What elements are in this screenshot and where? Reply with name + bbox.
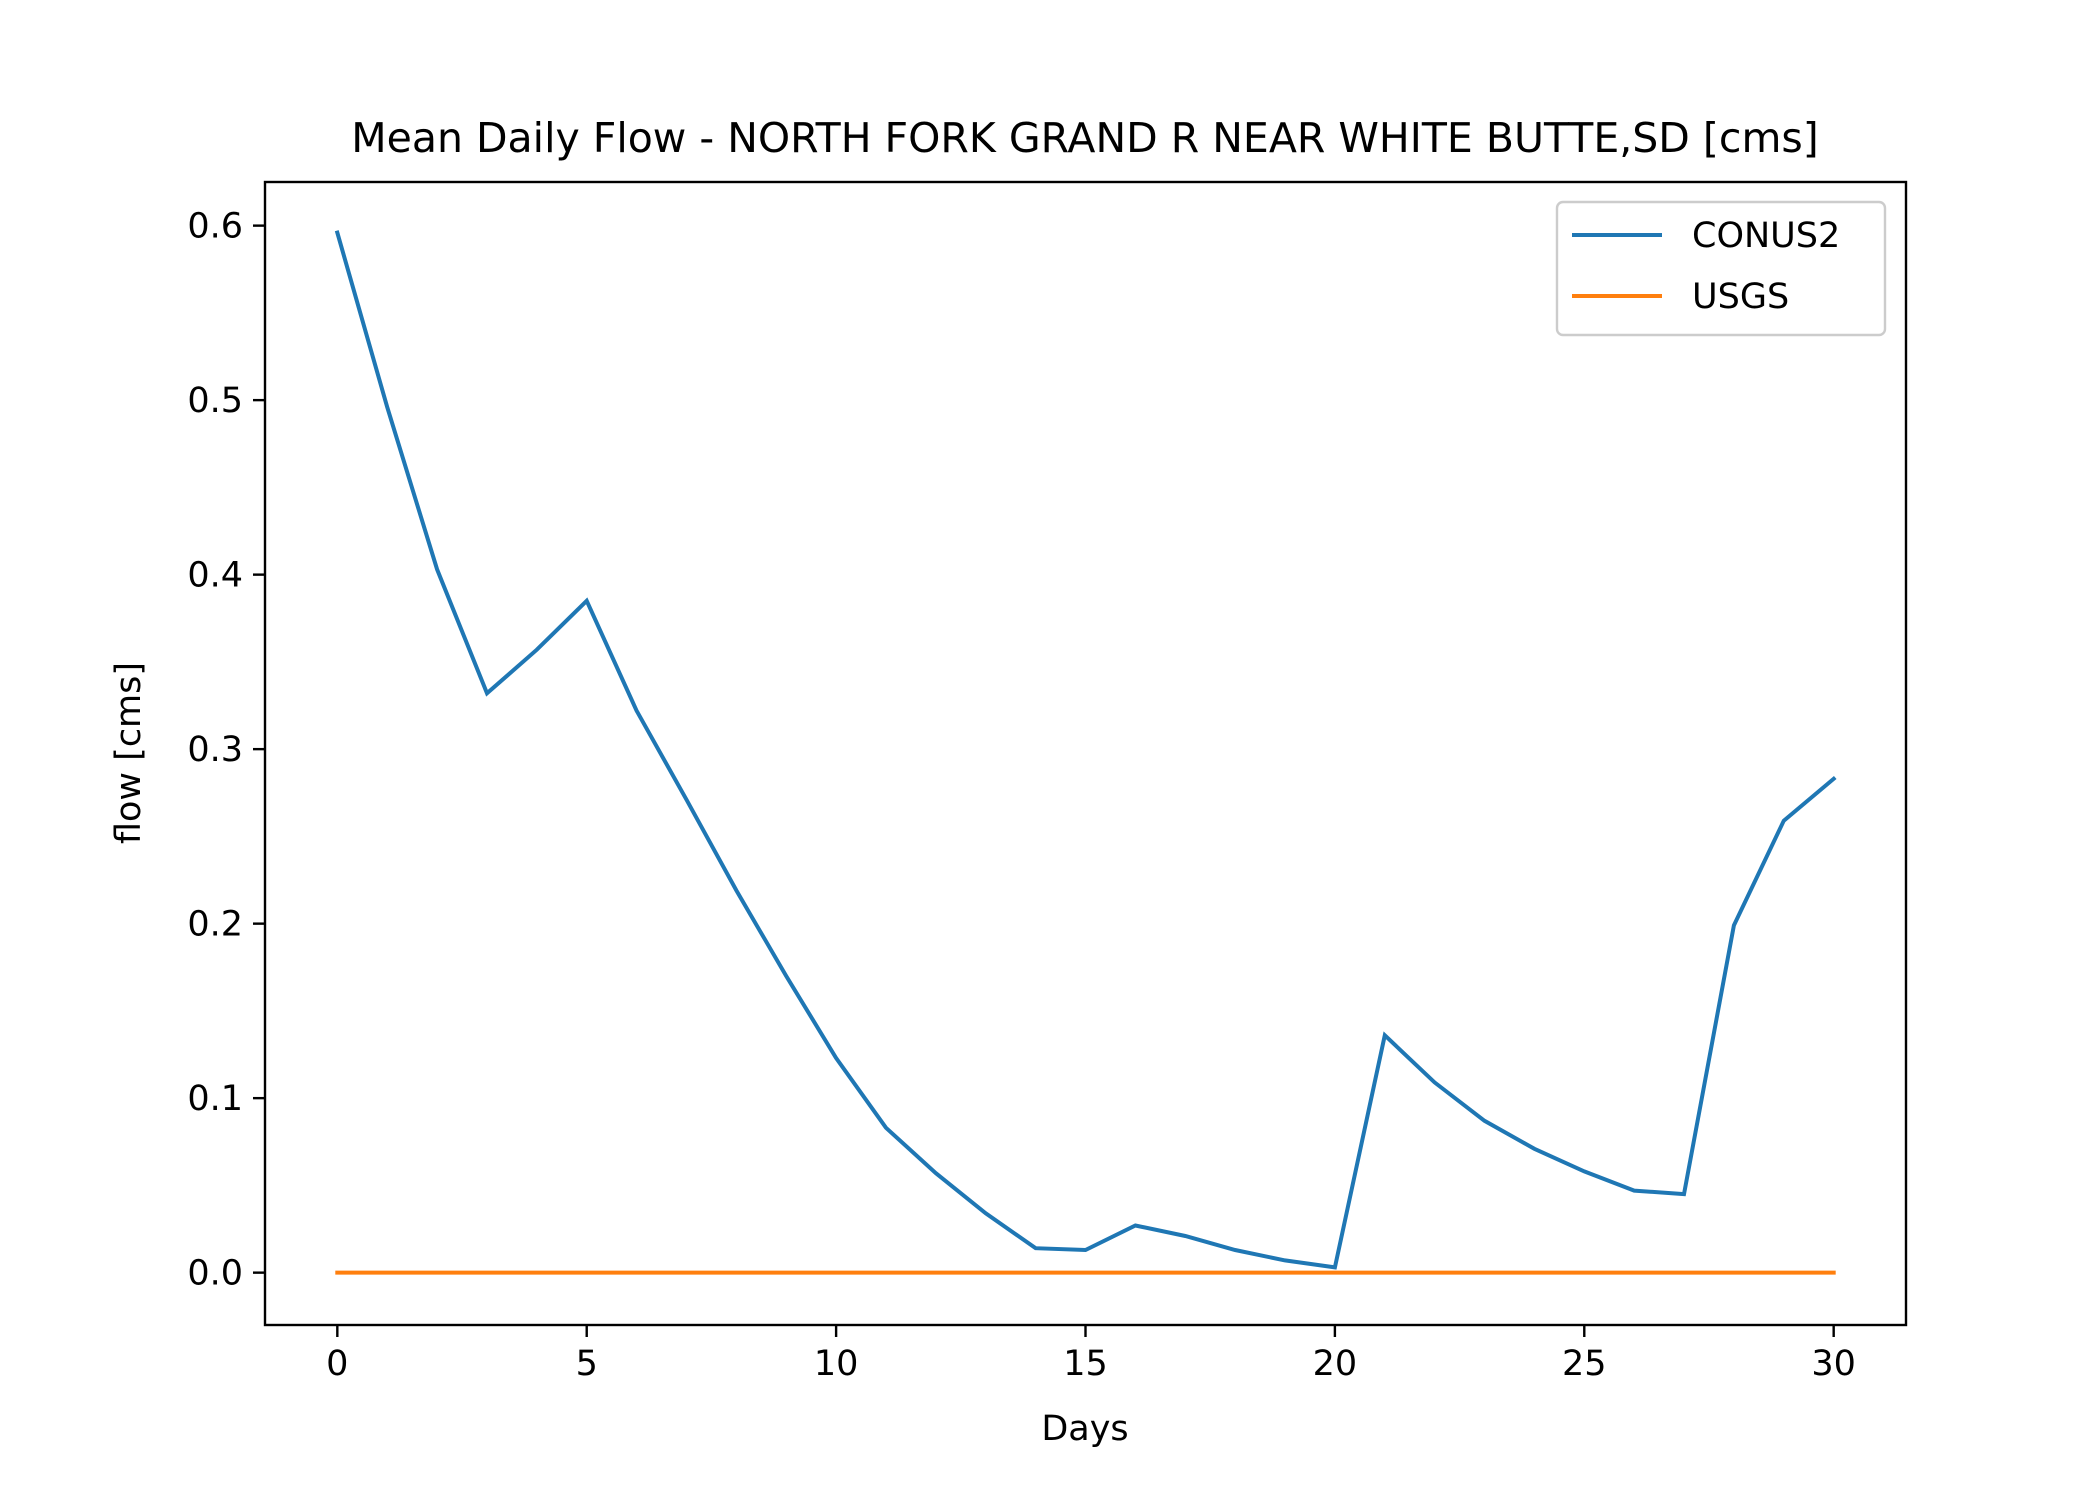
x-tick-label: 10 xyxy=(814,1344,859,1384)
x-tick-label: 0 xyxy=(326,1344,348,1384)
y-tick-label: 0.3 xyxy=(187,730,243,770)
legend: CONUS2 USGS xyxy=(1555,200,1887,337)
y-tick-label: 0.0 xyxy=(187,1254,243,1294)
series-line-conus2 xyxy=(334,230,1837,1270)
chart-title: Mean Daily Flow - NORTH FORK GRAND R NEA… xyxy=(351,114,1819,162)
axes-frame xyxy=(263,180,1908,1327)
legend-label-usgs: USGS xyxy=(1692,277,1789,317)
series-lines xyxy=(334,230,1837,1275)
y-tick-label: 0.4 xyxy=(187,556,243,596)
y-axis-label: flow [cms] xyxy=(109,662,149,844)
plot-area: 0 5 10 15 20 25 30 0.0 0.1 0.2 0.3 0.4 0.5 0.6 xyxy=(187,180,1908,1384)
y-tick-label: 0.2 xyxy=(187,905,243,945)
y-tick-label: 0.5 xyxy=(187,381,243,421)
legend-label-conus2: CONUS2 xyxy=(1692,216,1840,256)
x-tick-label: 20 xyxy=(1313,1344,1358,1384)
y-tick-label: 0.1 xyxy=(187,1079,243,1119)
x-tick-label: 30 xyxy=(1811,1344,1856,1384)
y-axis-ticks: 0.0 0.1 0.2 0.3 0.4 0.5 0.6 xyxy=(187,207,265,1294)
x-tick-label: 5 xyxy=(576,1344,598,1384)
x-tick-label: 15 xyxy=(1063,1344,1108,1384)
x-tick-label: 25 xyxy=(1562,1344,1607,1384)
x-axis-ticks: 0 5 10 15 20 25 30 xyxy=(326,1325,1856,1384)
x-axis-label: Days xyxy=(1041,1409,1128,1449)
y-tick-label: 0.6 xyxy=(187,207,243,247)
